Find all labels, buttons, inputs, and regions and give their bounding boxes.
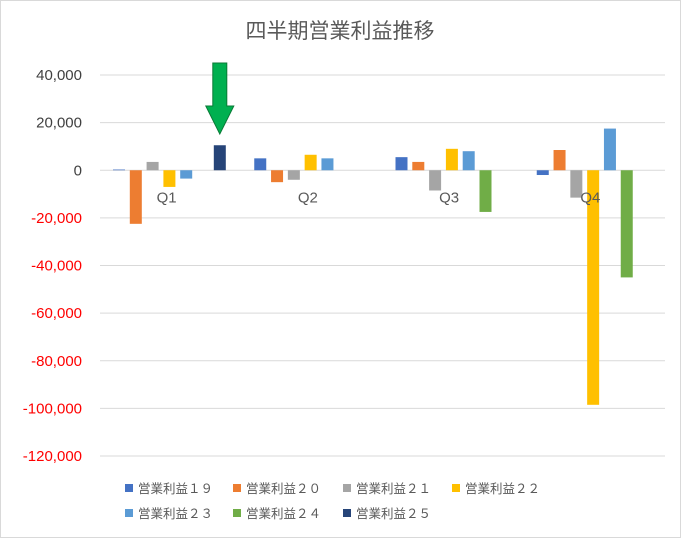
bar [570,170,583,198]
y-tick-label: -60,000 [31,305,82,322]
bar [113,169,125,171]
y-tick-label: -20,000 [31,210,82,227]
legend-item: 営業利益２０ [233,481,321,496]
legend-item: 営業利益１９ [125,481,213,496]
y-tick-label: -80,000 [31,353,82,370]
annotation-layer [204,62,235,136]
y-tick-label: -100,000 [23,400,82,417]
y-tick-label: 0 [74,162,82,179]
arrow-icon [204,62,235,136]
bar [536,170,549,176]
legend-label: 営業利益１９ [138,481,213,496]
bar [445,148,458,171]
legend-label: 営業利益２３ [138,506,213,521]
bar [304,154,317,171]
legend-item: 営業利益２３ [125,506,213,521]
x-axis-ticks: Q1 Q2 Q3 Q4 [157,189,601,206]
legend-label: 営業利益２５ [356,506,431,521]
legend-swatch [343,509,351,517]
x-tick-label: Q3 [439,189,459,206]
bar [287,170,300,180]
bar [479,170,492,212]
bar [180,170,193,179]
legend: 営業利益１９ 営業利益２０ 営業利益２１ 営業利益２２ 営業利益２３ 営業利益２４ 営業利益… [125,481,540,521]
bar [395,157,408,171]
y-tick-label: 20,000 [36,115,82,132]
bar [603,128,616,171]
legend-item: 営業利益２５ [343,506,431,521]
bars-layer [113,128,633,405]
legend-label: 営業利益２４ [246,506,321,521]
x-tick-label: Q4 [580,189,600,206]
y-tick-label: -120,000 [23,448,82,465]
legend-swatch [233,484,241,492]
bar [271,170,284,183]
bar [146,161,159,171]
bar [254,158,267,171]
legend-swatch [125,509,133,517]
legend-item: 営業利益２４ [233,506,321,521]
bar [587,170,600,405]
bar [462,151,475,171]
bar [620,170,633,278]
legend-item: 営業利益２２ [452,481,540,496]
chart-title: 四半期営業利益推移 [246,19,435,43]
x-tick-label: Q1 [157,189,177,206]
bar [553,150,566,171]
bar [321,158,334,171]
y-tick-label: 40,000 [36,67,82,84]
legend-swatch [343,484,351,492]
y-tick-label: -40,000 [31,258,82,275]
legend-item: 営業利益２１ [343,481,431,496]
x-tick-label: Q2 [298,189,318,206]
bar [129,170,142,224]
gridlines [100,74,665,457]
legend-swatch [233,509,241,517]
bar [412,161,425,171]
legend-label: 営業利益２０ [246,481,321,496]
legend-swatch [452,484,460,492]
bar [429,170,442,191]
legend-swatch [125,484,133,492]
legend-label: 営業利益２１ [356,481,431,496]
y-axis-ticks: 40,000 20,000 0 -20,000 -40,000 -60,000 -80,00… [23,67,82,465]
bar [163,170,176,187]
legend-label: 営業利益２２ [465,481,540,496]
bar [213,145,226,171]
